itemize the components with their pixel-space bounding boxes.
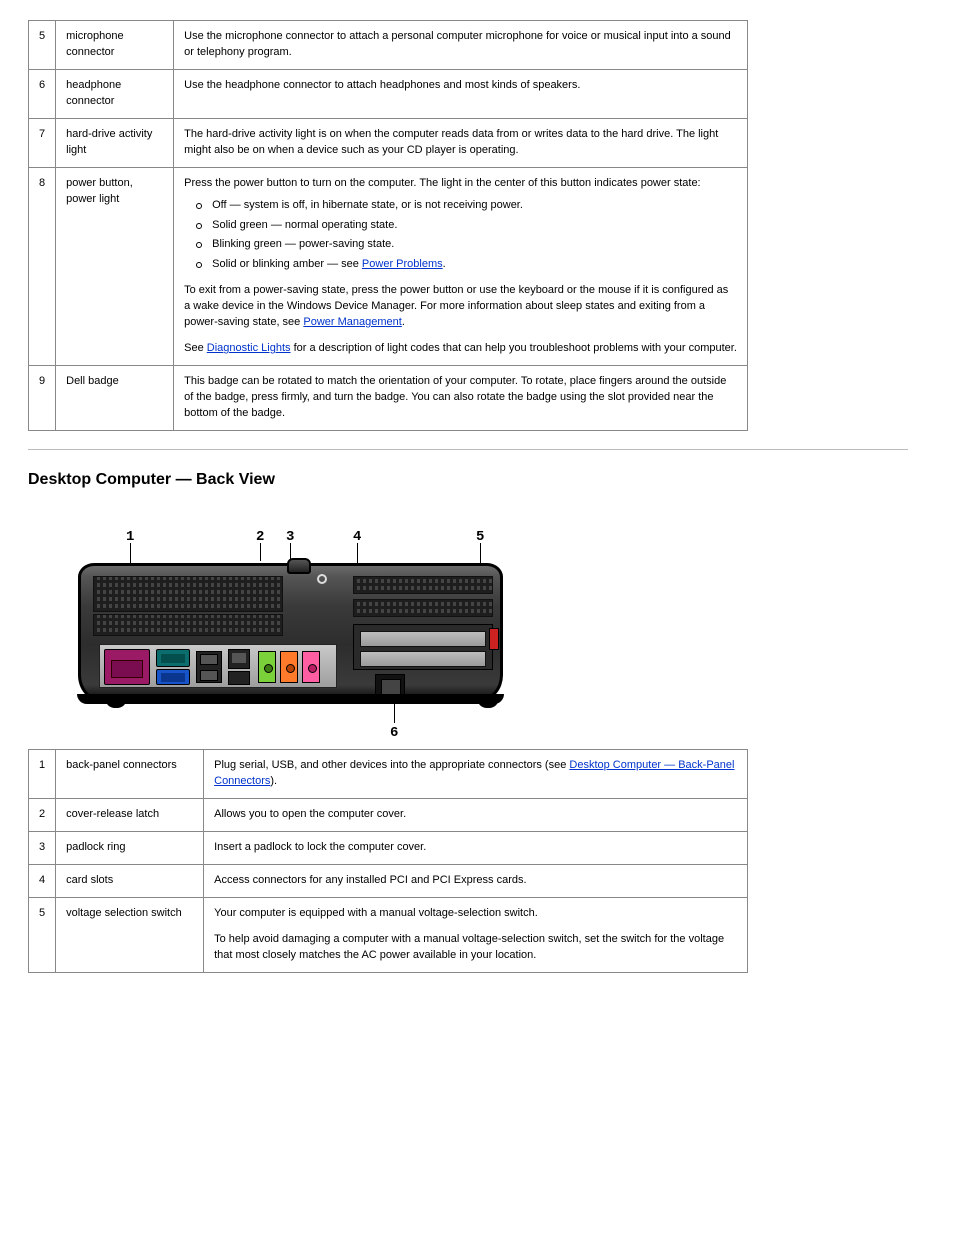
row-number: 3 bbox=[29, 831, 56, 864]
row-number: 4 bbox=[29, 864, 56, 897]
back-panel-diagram: 1 2 3 4 5 6 bbox=[28, 505, 508, 735]
power-connector-icon bbox=[375, 674, 405, 698]
table-row: 1 back-panel connectors Plug serial, USB… bbox=[29, 750, 748, 799]
leader-line bbox=[260, 543, 261, 561]
row-desc: Allows you to open the computer cover. bbox=[204, 798, 748, 831]
vent-grille bbox=[353, 599, 493, 617]
row-number: 5 bbox=[29, 21, 56, 70]
list-item: Off — system is off, in hibernate state,… bbox=[212, 198, 737, 214]
io-plate bbox=[99, 644, 337, 688]
row-number: 2 bbox=[29, 798, 56, 831]
line-in-jack-icon bbox=[258, 651, 276, 683]
para-after: for a description of light codes that ca… bbox=[291, 342, 737, 354]
row-desc: The hard-drive activity light is on when… bbox=[174, 118, 748, 167]
table-row: 5 microphone connector Use the microphon… bbox=[29, 21, 748, 70]
front-panel-table: 5 microphone connector Use the microphon… bbox=[28, 20, 748, 431]
section-divider bbox=[28, 449, 908, 450]
row-label: cover-release latch bbox=[56, 798, 204, 831]
power-problems-link[interactable]: Power Problems bbox=[362, 258, 443, 270]
vent-grille bbox=[93, 576, 283, 612]
row-label: card slots bbox=[56, 864, 204, 897]
row-desc: Use the microphone connector to attach a… bbox=[174, 21, 748, 70]
row-number: 6 bbox=[29, 69, 56, 118]
back-panel-table: 1 back-panel connectors Plug serial, USB… bbox=[28, 749, 748, 973]
table-row: 3 padlock ring Insert a padlock to lock … bbox=[29, 831, 748, 864]
power-para3: See Diagnostic Lights for a description … bbox=[184, 341, 737, 357]
vga-port-icon bbox=[156, 669, 190, 685]
row-desc: Access connectors for any installed PCI … bbox=[204, 864, 748, 897]
row-label: back-panel connectors bbox=[56, 750, 204, 799]
row-number: 7 bbox=[29, 118, 56, 167]
row-label: microphone connector bbox=[56, 21, 174, 70]
padlock-ring-icon bbox=[317, 574, 327, 584]
row-number: 9 bbox=[29, 366, 56, 431]
diagnostic-lights-link[interactable]: Diagnostic Lights bbox=[207, 342, 291, 354]
usb-ports-icon bbox=[228, 671, 250, 685]
chassis-foot bbox=[477, 698, 499, 708]
power-para2: To exit from a power-saving state, press… bbox=[184, 283, 737, 331]
row-number: 8 bbox=[29, 167, 56, 365]
bullet-text: Solid or blinking amber — see bbox=[212, 258, 362, 270]
serial-port-icon bbox=[156, 649, 190, 667]
card-slots-icon bbox=[353, 624, 493, 670]
power-states-list: Off — system is off, in hibernate state,… bbox=[184, 198, 737, 274]
table-row: 2 cover-release latch Allows you to open… bbox=[29, 798, 748, 831]
bullet-after: . bbox=[443, 258, 446, 270]
list-item: Solid or blinking amber — see Power Prob… bbox=[212, 257, 737, 273]
computer-chassis bbox=[78, 563, 503, 701]
table-row: 5 voltage selection switch Your computer… bbox=[29, 897, 748, 972]
row-label: padlock ring bbox=[56, 831, 204, 864]
row-desc: This badge can be rotated to match the o… bbox=[174, 366, 748, 431]
row-number: 5 bbox=[29, 897, 56, 972]
voltage-switch-icon bbox=[489, 628, 499, 650]
desc-text: The hard-drive activity light is on when… bbox=[184, 128, 718, 156]
list-item: Solid green — normal operating state. bbox=[212, 218, 737, 234]
power-management-link[interactable]: Power Management bbox=[303, 316, 401, 328]
list-item: Blinking green — power-saving state. bbox=[212, 237, 737, 253]
desc-after: ). bbox=[270, 775, 277, 787]
row-label: hard-drive activity light bbox=[56, 118, 174, 167]
row-desc: Your computer is equipped with a manual … bbox=[204, 897, 748, 972]
vent-grille bbox=[353, 576, 493, 594]
section-heading-back-view: Desktop Computer — Back View bbox=[28, 468, 926, 491]
line-out-jack-icon bbox=[280, 651, 298, 683]
network-port-icon bbox=[228, 649, 250, 669]
table-row: 7 hard-drive activity light The hard-dri… bbox=[29, 118, 748, 167]
para-text: To exit from a power-saving state, press… bbox=[184, 284, 728, 328]
table-row: 9 Dell badge This badge can be rotated t… bbox=[29, 366, 748, 431]
row-label: power button, power light bbox=[56, 167, 174, 365]
table-row: 8 power button, power light Press the po… bbox=[29, 167, 748, 365]
callout-6: 6 bbox=[390, 723, 398, 743]
vsel-para2: To help avoid damaging a computer with a… bbox=[214, 932, 737, 964]
chassis-foot bbox=[105, 698, 127, 708]
row-desc: Plug serial, USB, and other devices into… bbox=[204, 750, 748, 799]
power-intro: Press the power button to turn on the co… bbox=[184, 176, 737, 192]
row-label: voltage selection switch bbox=[56, 897, 204, 972]
microphone-jack-icon bbox=[302, 651, 320, 683]
vsel-para1: Your computer is equipped with a manual … bbox=[214, 906, 737, 922]
row-desc: Insert a padlock to lock the computer co… bbox=[204, 831, 748, 864]
row-number: 1 bbox=[29, 750, 56, 799]
usb-ports-icon bbox=[196, 651, 222, 683]
cover-release-latch-icon bbox=[287, 558, 311, 574]
parallel-port-icon bbox=[104, 649, 150, 685]
row-desc: Press the power button to turn on the co… bbox=[174, 167, 748, 365]
para-after: . bbox=[402, 316, 405, 328]
row-label: headphone connector bbox=[56, 69, 174, 118]
table-row: 6 headphone connector Use the headphone … bbox=[29, 69, 748, 118]
vent-grille bbox=[93, 614, 283, 636]
row-label: Dell badge bbox=[56, 366, 174, 431]
para-text: See bbox=[184, 342, 207, 354]
desc-text: Plug serial, USB, and other devices into… bbox=[214, 759, 569, 771]
table-row: 4 card slots Access connectors for any i… bbox=[29, 864, 748, 897]
row-desc: Use the headphone connector to attach he… bbox=[174, 69, 748, 118]
